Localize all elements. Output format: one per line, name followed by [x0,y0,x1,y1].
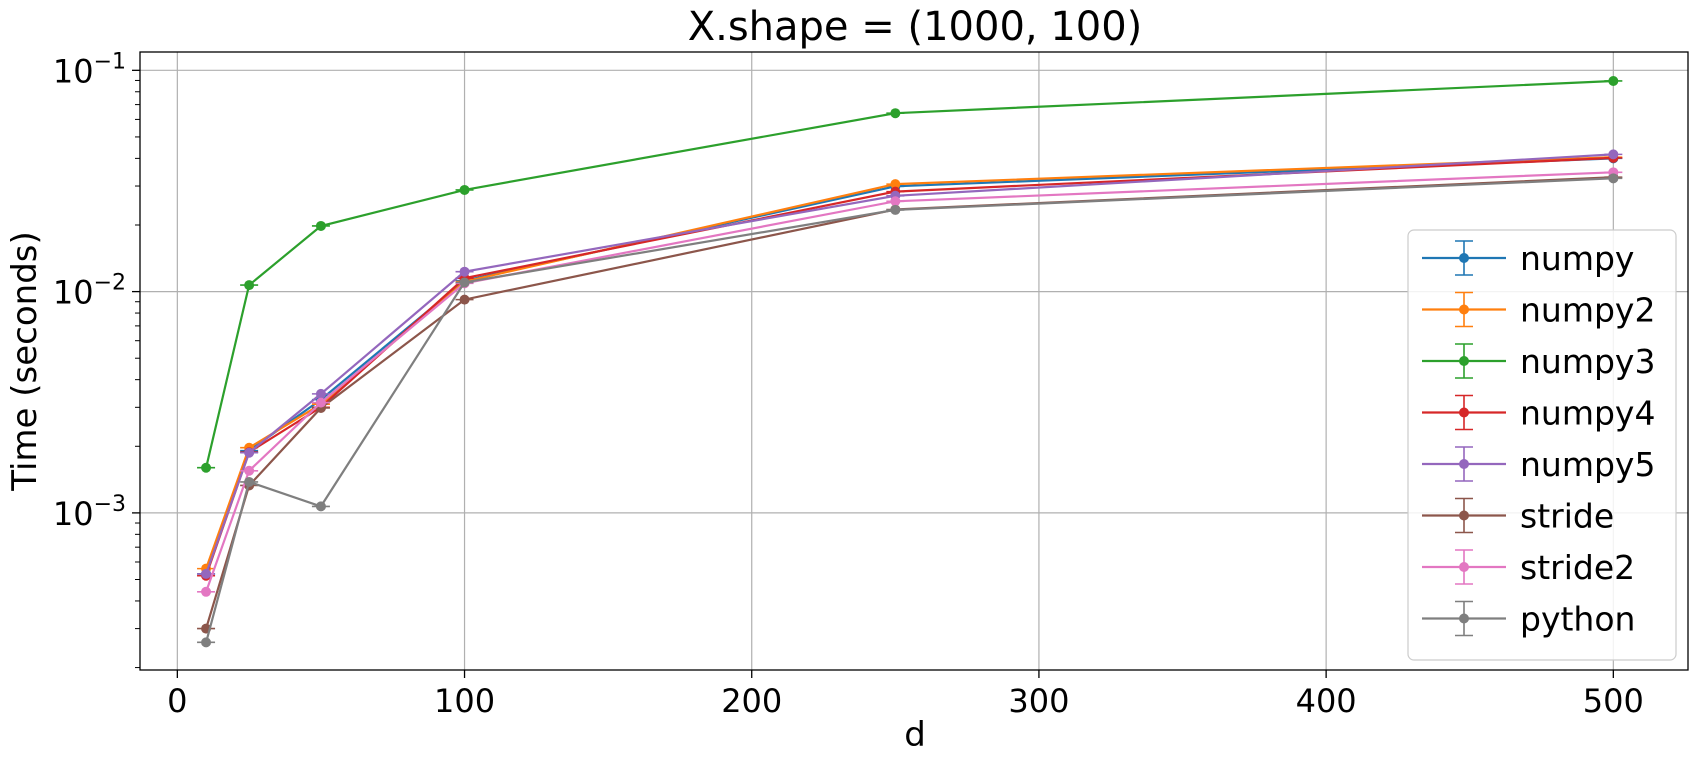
data-point [890,196,901,207]
data-point [890,108,901,119]
data-point [315,220,326,231]
y-axis-label: Time (seconds) [5,231,45,492]
legend-marker [1459,562,1469,572]
legend-label: stride2 [1520,548,1635,587]
legend-marker [1459,459,1469,469]
data-point [1608,75,1619,86]
series-python [197,173,1623,648]
legend-entry-stride2: stride2 [1422,548,1635,587]
plot-frame [139,51,1689,671]
legend-marker [1459,613,1469,624]
data-point [1608,173,1619,184]
y-tick-label: 10−1 [53,49,126,90]
data-point [244,476,255,487]
series-line [205,171,1614,593]
series-line [205,177,1614,643]
legend-label: numpy4 [1520,394,1655,433]
legend-entry-stride: stride [1422,497,1614,536]
legend-marker [1459,356,1469,366]
series-numpy5 [197,149,1623,579]
legend-label: numpy2 [1520,291,1655,330]
data-point [315,397,326,408]
x-tick-label: 200 [721,682,782,720]
legend-marker [1459,407,1469,418]
data-point [459,277,470,288]
data-point [315,388,326,399]
series-line [205,153,1614,575]
legend-entry-python: python [1422,600,1635,639]
data-point [890,204,901,215]
legend-marker [1459,304,1469,315]
data-point [201,568,212,579]
legend-marker [1459,253,1469,263]
data-point [459,266,470,277]
legend-label: python [1520,600,1635,639]
x-tick-label: 300 [1008,682,1069,720]
data-point [459,184,470,195]
data-point [1608,149,1619,160]
y-tick-label: 10−3 [53,492,126,533]
legend-entry-numpy3: numpy3 [1422,342,1655,381]
legend-label: numpy5 [1520,445,1655,484]
chart-title: X.shape = (1000, 100) [688,4,1143,50]
data-point [244,447,255,458]
legend: numpy numpy2 numpy3 numpy4 numpy5 stride strid… [1407,229,1677,661]
x-axis-label: d [904,715,926,755]
legend-label: stride [1520,497,1614,536]
data-point [459,294,470,305]
series-numpy3 [197,75,1623,473]
legend-label: numpy [1520,239,1634,278]
series-layer [197,75,1623,648]
data-point [315,501,326,512]
series-line [205,79,1614,468]
x-tick-label: 400 [1296,682,1357,720]
data-point [890,179,901,190]
y-tick-label: 10−2 [53,271,126,312]
legend-entry-numpy2: numpy2 [1422,291,1655,330]
data-point [244,280,255,291]
x-tick-label: 0 [167,682,187,720]
axis-ticks: 0 100 200 300 400 500 10−3 10−2 10−1 [53,49,1644,720]
data-point [201,462,212,473]
legend-box [1407,229,1677,661]
x-tick-label: 500 [1583,682,1644,720]
legend-marker [1459,510,1469,521]
data-point [201,586,212,597]
data-point [244,465,255,476]
x-tick-label: 100 [434,682,495,720]
legend-entry-numpy5: numpy5 [1422,445,1655,484]
legend-label: numpy3 [1520,342,1655,381]
data-point [201,637,212,648]
legend-entry-numpy: numpy [1422,239,1634,278]
legend-entry-numpy4: numpy4 [1422,394,1655,433]
